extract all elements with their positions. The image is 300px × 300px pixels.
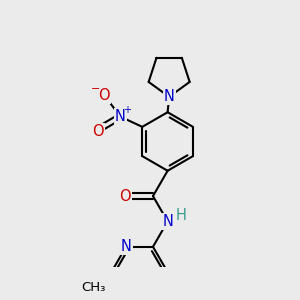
- Text: N: N: [162, 214, 173, 229]
- Text: O: O: [119, 189, 131, 204]
- Text: O: O: [98, 88, 110, 103]
- Text: N: N: [115, 109, 126, 124]
- Text: O: O: [92, 124, 103, 139]
- Text: N: N: [164, 89, 175, 104]
- Text: H: H: [176, 208, 187, 223]
- Text: +: +: [123, 106, 131, 116]
- Text: −: −: [91, 84, 100, 94]
- Text: CH₃: CH₃: [82, 280, 106, 293]
- Text: N: N: [121, 239, 131, 254]
